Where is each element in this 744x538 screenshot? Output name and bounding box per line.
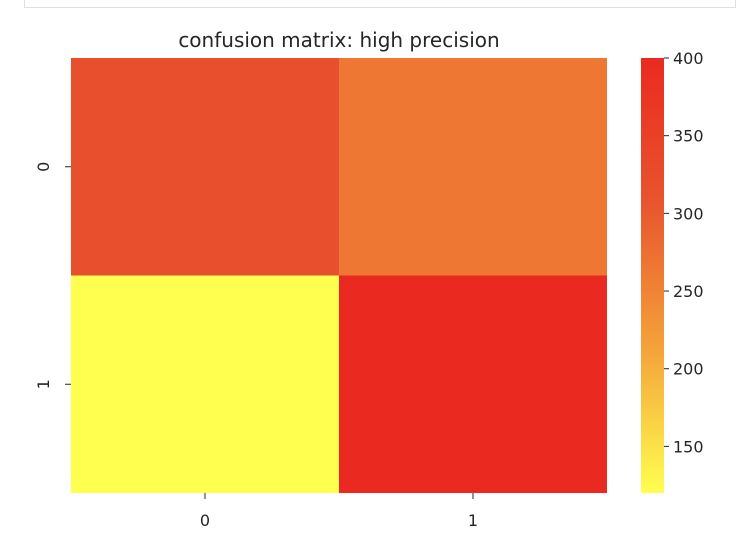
- chart-title: confusion matrix: high precision: [178, 28, 499, 52]
- colorbar-tick-label: 400: [673, 49, 704, 68]
- colorbar-tick-label: 250: [673, 282, 704, 301]
- colorbar-tick-label: 200: [673, 360, 704, 379]
- colorbar-ticks: 150 200 250 300 350 400: [664, 49, 704, 456]
- y-tick-label: 1: [34, 379, 53, 389]
- heatmap-cell-0-0: [71, 58, 339, 276]
- heatmap-cell-1-1: [339, 275, 607, 493]
- heatmap-cells: [71, 58, 607, 493]
- notebook-cell-border: [24, 0, 736, 8]
- x-tick-label: 1: [468, 511, 478, 530]
- colorbar-gradient: [641, 58, 664, 493]
- colorbar-tick-label: 350: [673, 127, 704, 146]
- colorbar-tick-label: 300: [673, 204, 704, 223]
- y-axis: 01: [34, 162, 71, 389]
- x-tick-label: 0: [200, 511, 210, 530]
- colorbar: 150 200 250 300 350 400: [641, 49, 704, 493]
- heatmap-cell-0-1: [339, 58, 607, 276]
- colorbar-tick-label: 150: [673, 437, 704, 456]
- heatmap-cell-1-0: [71, 275, 339, 493]
- y-tick-label: 0: [34, 162, 53, 172]
